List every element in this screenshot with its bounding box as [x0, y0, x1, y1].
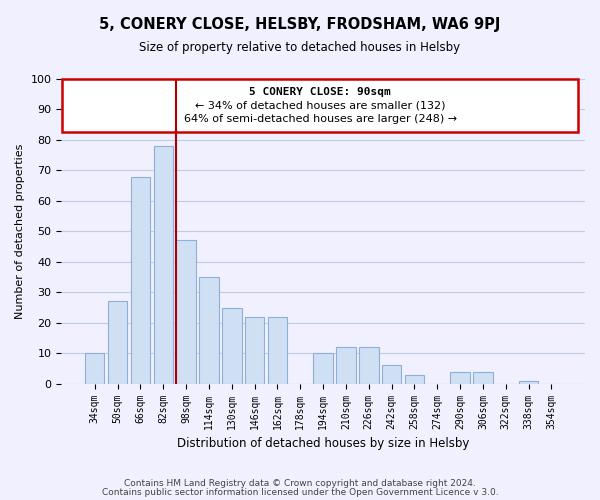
Bar [451, 372, 470, 384]
Text: Contains public sector information licensed under the Open Government Licence v : Contains public sector information licen… [101, 488, 499, 497]
Bar [131, 176, 150, 384]
Bar [519, 380, 538, 384]
Bar [313, 353, 333, 384]
Bar [473, 372, 493, 384]
FancyBboxPatch shape [62, 79, 578, 132]
Bar [108, 302, 127, 384]
Text: Contains HM Land Registry data © Crown copyright and database right 2024.: Contains HM Land Registry data © Crown c… [124, 478, 476, 488]
Bar [85, 353, 104, 384]
Text: 64% of semi-detached houses are larger (248) →: 64% of semi-detached houses are larger (… [184, 114, 457, 124]
Text: Size of property relative to detached houses in Helsby: Size of property relative to detached ho… [139, 41, 461, 54]
Bar [199, 277, 218, 384]
Text: 5 CONERY CLOSE: 90sqm: 5 CONERY CLOSE: 90sqm [250, 86, 391, 97]
Bar [268, 316, 287, 384]
Bar [222, 308, 242, 384]
Bar [336, 347, 356, 384]
Bar [405, 374, 424, 384]
Bar [359, 347, 379, 384]
Bar [382, 366, 401, 384]
Text: ← 34% of detached houses are smaller (132): ← 34% of detached houses are smaller (13… [195, 100, 446, 110]
Bar [154, 146, 173, 384]
X-axis label: Distribution of detached houses by size in Helsby: Distribution of detached houses by size … [177, 437, 469, 450]
Y-axis label: Number of detached properties: Number of detached properties [15, 144, 25, 319]
Bar [245, 316, 265, 384]
Bar [176, 240, 196, 384]
Text: 5, CONERY CLOSE, HELSBY, FRODSHAM, WA6 9PJ: 5, CONERY CLOSE, HELSBY, FRODSHAM, WA6 9… [100, 18, 500, 32]
